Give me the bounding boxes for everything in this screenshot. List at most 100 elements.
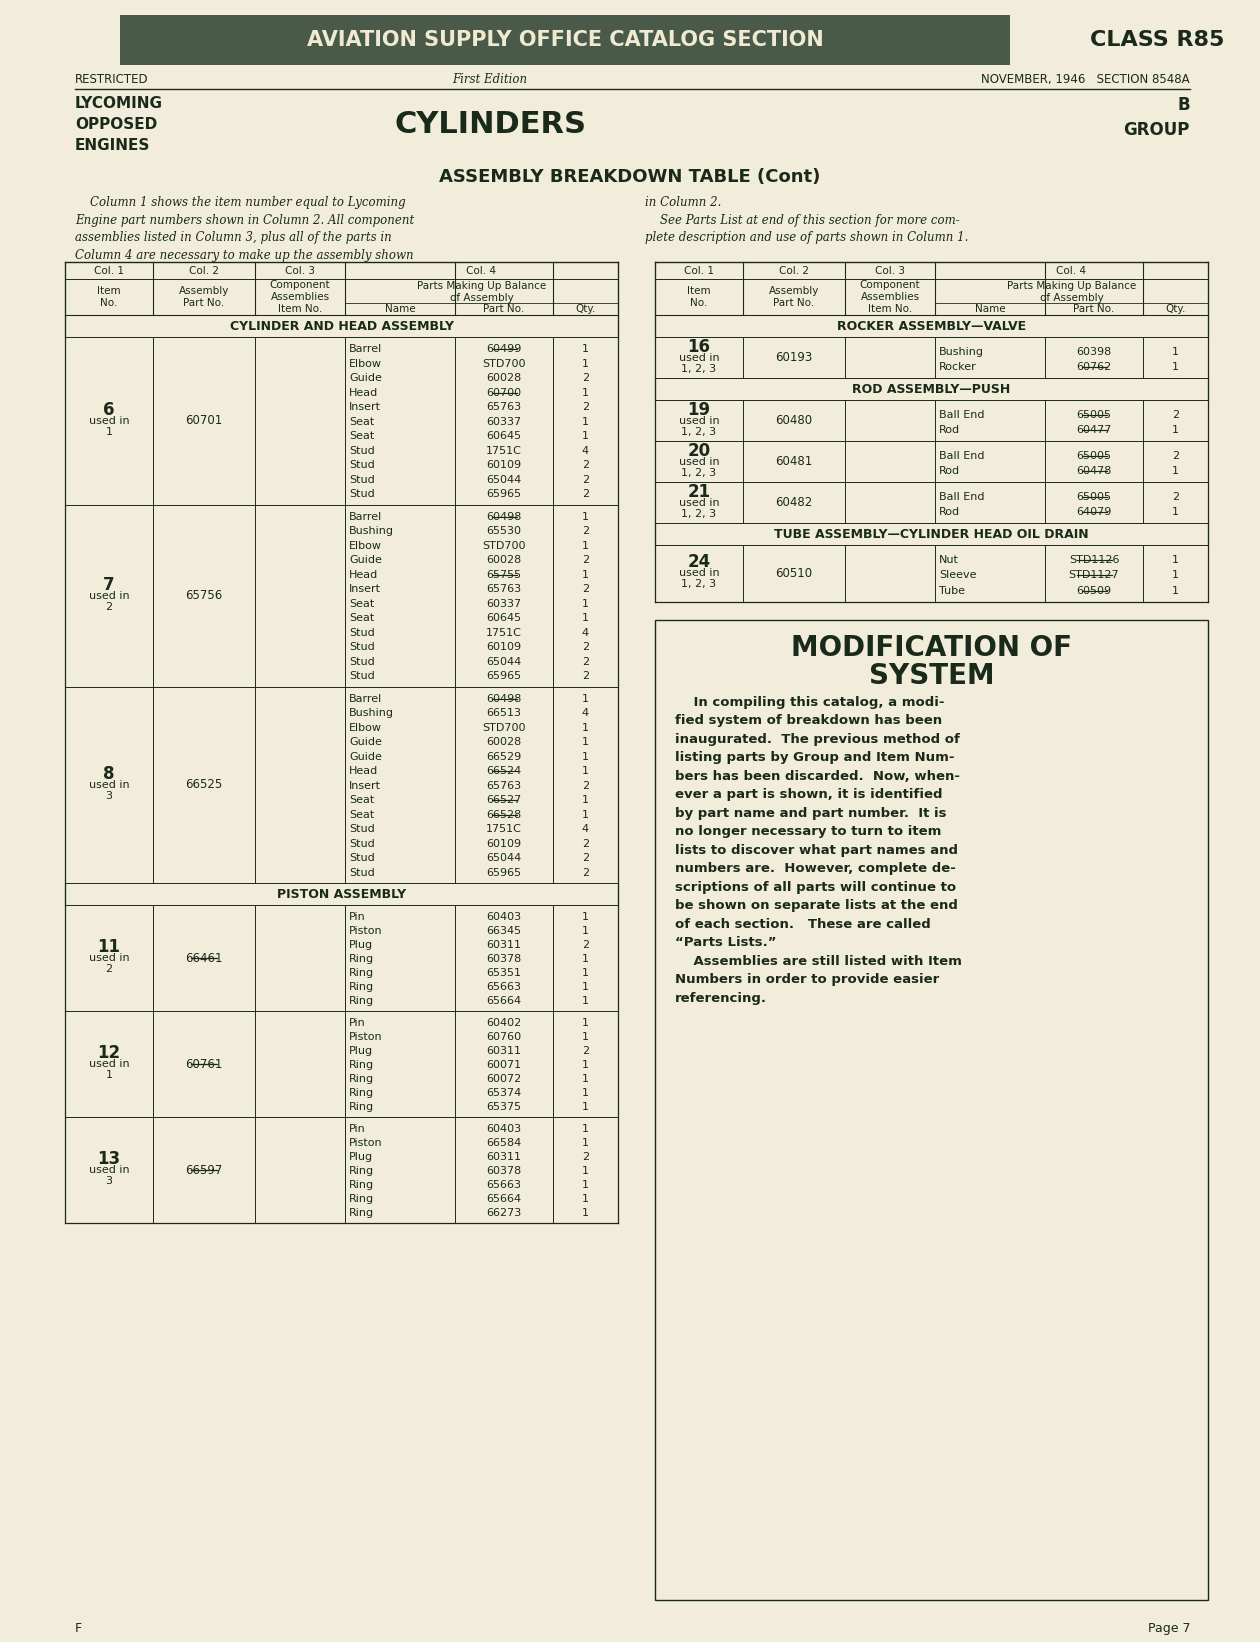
Text: 65965: 65965 [486,867,522,878]
Text: ROD ASSEMBLY—PUSH: ROD ASSEMBLY—PUSH [852,383,1011,396]
Text: Elbow: Elbow [349,540,382,550]
Text: Stud: Stud [349,627,374,637]
Text: 1: 1 [582,695,588,704]
Text: 60028: 60028 [486,555,522,565]
Text: used in: used in [88,415,130,425]
Text: 12: 12 [97,1044,121,1062]
Text: used in: used in [679,568,719,578]
Text: ROCKER ASSEMBLY—VALVE: ROCKER ASSEMBLY—VALVE [837,320,1026,332]
Text: 1: 1 [582,570,588,580]
Text: First Edition: First Edition [452,72,528,85]
Text: Col. 4: Col. 4 [466,266,496,276]
Text: by part name and part number.  It is: by part name and part number. It is [675,806,946,819]
Text: 60109: 60109 [486,839,522,849]
Text: 1: 1 [1172,466,1179,476]
Text: 1: 1 [582,388,588,397]
Text: B
GROUP: B GROUP [1124,95,1189,140]
Text: 65375: 65375 [486,1102,522,1112]
Text: Col. 3: Col. 3 [874,266,905,276]
Text: Stud: Stud [349,854,374,864]
Text: Item
No.: Item No. [687,286,711,309]
Text: 60402: 60402 [486,1018,522,1028]
Text: Component
Assemblies
Item No.: Component Assemblies Item No. [270,279,330,314]
Text: 60311: 60311 [486,939,522,951]
Text: 1, 2, 3: 1, 2, 3 [682,468,717,478]
Text: Bushing: Bushing [349,708,394,718]
Text: Part No.: Part No. [1074,304,1115,314]
Text: in Column 2.
    See Parts List at end of this section for more com-
plete descr: in Column 2. See Parts List at end of th… [645,195,969,245]
Text: 1: 1 [582,767,588,777]
Text: Stud: Stud [349,460,374,470]
Text: Plug: Plug [349,1046,373,1056]
Text: 60337: 60337 [486,417,522,427]
Text: Name: Name [384,304,416,314]
Text: used in: used in [679,456,719,466]
Bar [655,619,1208,1599]
Text: 66513: 66513 [486,708,522,718]
Text: fied system of breakdown has been: fied system of breakdown has been [675,714,942,727]
Text: used in: used in [679,415,719,425]
Text: Rocker: Rocker [939,363,977,373]
Text: Seat: Seat [349,417,374,427]
Text: 13: 13 [97,1149,121,1167]
Text: Col. 1: Col. 1 [684,266,714,276]
Text: Ring: Ring [349,997,374,1007]
Text: Part No.: Part No. [484,304,524,314]
Text: 1: 1 [582,1102,588,1112]
Text: 2: 2 [582,585,590,594]
Text: 60403: 60403 [486,911,522,923]
Text: Ring: Ring [349,1209,374,1218]
Text: 60509: 60509 [1076,586,1111,596]
Text: 1: 1 [582,599,588,609]
Text: 21: 21 [688,483,711,501]
Text: 60109: 60109 [486,460,522,470]
Text: 1: 1 [582,1018,588,1028]
Text: 60478: 60478 [1076,466,1111,476]
Text: used in: used in [88,1166,130,1176]
Text: 65763: 65763 [486,780,522,791]
Text: 60499: 60499 [486,345,522,355]
Text: 60378: 60378 [486,1166,522,1176]
Text: 1: 1 [582,358,588,369]
Text: 2: 2 [582,867,590,878]
Text: 1: 1 [1172,555,1179,565]
Text: 7: 7 [103,575,115,593]
Text: 60109: 60109 [486,642,522,652]
Text: 66527: 66527 [486,795,522,805]
Text: Page 7: Page 7 [1148,1622,1189,1634]
Text: Assembly
Part No.: Assembly Part No. [179,286,229,309]
Text: Ball End: Ball End [939,452,984,461]
Text: 2: 2 [1172,491,1179,502]
Text: Seat: Seat [349,612,374,624]
Text: 1: 1 [582,1061,588,1071]
Text: 2: 2 [582,642,590,652]
Text: 11: 11 [97,938,121,956]
Text: 60761: 60761 [185,1057,223,1071]
Text: 1: 1 [582,982,588,992]
Text: MODIFICATION OF: MODIFICATION OF [791,634,1072,662]
Text: 2: 2 [582,373,590,383]
Text: Pin: Pin [349,1018,365,1028]
Text: Stud: Stud [349,642,374,652]
Text: 60480: 60480 [775,414,813,427]
Text: STD1127: STD1127 [1068,570,1119,580]
Text: Rod: Rod [939,425,960,435]
Text: 65965: 65965 [486,489,522,499]
Text: CYLINDER AND HEAD ASSEMBLY: CYLINDER AND HEAD ASSEMBLY [229,320,454,332]
Text: 1: 1 [1172,570,1179,580]
Text: 1751C: 1751C [486,627,522,637]
Text: bers has been discarded.  Now, when-: bers has been discarded. Now, when- [675,770,960,783]
Text: 65351: 65351 [486,969,522,979]
Text: Insert: Insert [349,402,381,412]
Text: CLASS R85: CLASS R85 [1090,30,1225,49]
Text: 65374: 65374 [486,1089,522,1098]
Text: 66597: 66597 [185,1164,223,1177]
Text: 1: 1 [582,1194,588,1204]
Text: 1: 1 [582,417,588,427]
Text: STD1126: STD1126 [1068,555,1119,565]
Text: 60028: 60028 [486,373,522,383]
Text: 1751C: 1751C [486,445,522,456]
Text: 6: 6 [103,401,115,419]
Text: 1: 1 [582,969,588,979]
Text: 1: 1 [1172,425,1179,435]
